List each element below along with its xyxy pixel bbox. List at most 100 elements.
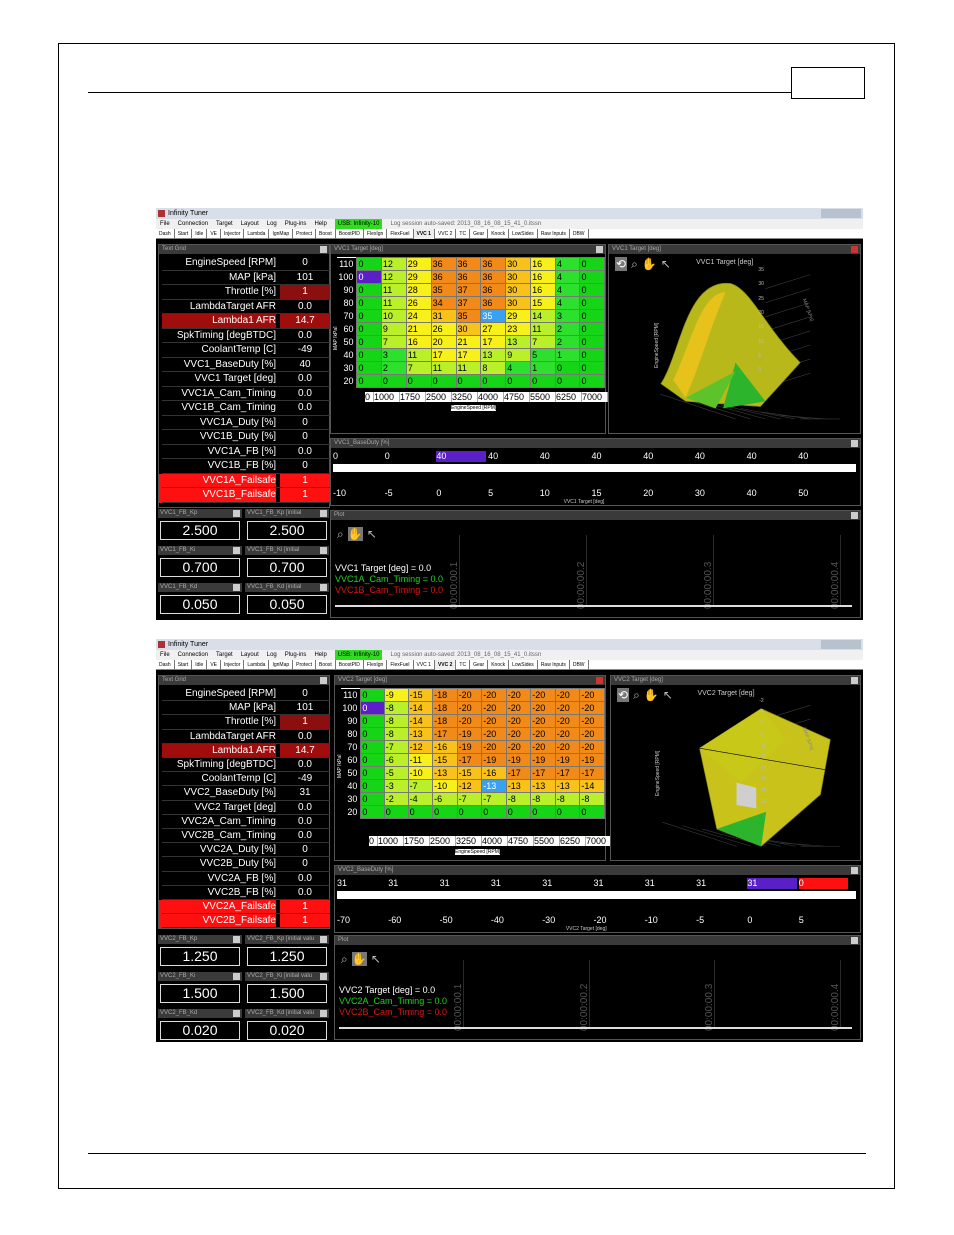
zoom-icon[interactable]: ⌕ (631, 257, 638, 271)
table-cell[interactable]: 0 (555, 361, 581, 375)
tab-lowsides[interactable]: LowSides (509, 229, 538, 239)
table-cell[interactable]: 12 (380, 257, 407, 271)
menu-log[interactable]: Log (266, 221, 277, 227)
tab-lowsides[interactable]: LowSides (509, 660, 538, 670)
table-cell[interactable]: -20 (554, 701, 581, 715)
table-cell[interactable]: 28 (405, 283, 432, 297)
table-cell[interactable]: 37 (455, 283, 482, 297)
table-cell[interactable]: 0 (380, 374, 407, 388)
table-cell[interactable]: 35 (480, 309, 507, 323)
table-cell[interactable]: 0 (530, 374, 557, 388)
menu-file[interactable]: File (160, 221, 170, 227)
table-cell[interactable]: -6 (383, 753, 409, 767)
table-cell[interactable]: -20 (579, 688, 605, 702)
close-icon[interactable] (233, 973, 240, 980)
duty-cell[interactable]: 40 (591, 451, 602, 461)
close-icon[interactable] (233, 936, 240, 943)
tab-vvc-1[interactable]: VVC 1 (413, 229, 435, 239)
table-cell[interactable]: 0 (480, 374, 507, 388)
rotate-icon[interactable]: ⟲ (617, 688, 630, 702)
table-cell[interactable]: -20 (579, 701, 605, 715)
table-cell[interactable]: 0 (505, 374, 532, 388)
table-cell[interactable]: 0 (455, 374, 482, 388)
tab-protect[interactable]: Protect (293, 660, 316, 670)
gain-value-field[interactable]: 1.250 (247, 947, 327, 966)
tab-knock[interactable]: Knock (488, 660, 510, 670)
table-cell[interactable]: 36 (430, 257, 457, 271)
table-cell[interactable]: 35 (455, 309, 482, 323)
table-cell[interactable]: 0 (356, 257, 382, 271)
pan-hand-icon[interactable]: ✋ (347, 527, 363, 541)
table-cell[interactable]: 24 (405, 309, 432, 323)
table-cell[interactable]: -13 (432, 766, 458, 780)
gain-value-field[interactable]: 2.500 (160, 521, 240, 540)
table-cell[interactable]: 14 (530, 309, 557, 323)
table-cell[interactable]: -20 (505, 701, 532, 715)
close-icon[interactable] (320, 246, 327, 253)
duty-cell[interactable]: 31 (439, 878, 450, 888)
pointer-icon[interactable]: ↖ (662, 688, 673, 702)
table-cell[interactable]: 30 (505, 296, 532, 310)
table-cell[interactable]: 36 (480, 283, 507, 297)
table-cell[interactable]: -20 (554, 740, 581, 754)
table-cell[interactable]: -13 (554, 779, 581, 793)
tab-injector[interactable]: Injector (221, 660, 245, 670)
table-cell[interactable]: 1 (555, 348, 581, 362)
menu-target[interactable]: Target (216, 221, 233, 227)
table-cell[interactable]: 36 (455, 270, 482, 284)
zoom-icon[interactable]: ⌕ (341, 952, 348, 966)
table-cell[interactable]: 36 (480, 270, 507, 284)
table-cell[interactable]: 30 (455, 322, 482, 336)
table-cell[interactable]: -20 (579, 714, 605, 728)
table-cell[interactable]: 0 (356, 335, 382, 349)
table-cell[interactable]: 20 (430, 335, 457, 349)
table-cell[interactable]: -17 (456, 753, 483, 767)
table-cell[interactable]: 30 (505, 270, 532, 284)
window-controls[interactable] (821, 209, 861, 218)
table-cell[interactable]: 0 (405, 374, 432, 388)
table-cell[interactable]: -2 (383, 792, 409, 806)
table-cell[interactable]: -7 (481, 792, 507, 806)
table-cell[interactable]: -19 (481, 753, 507, 767)
table-cell[interactable]: -20 (505, 688, 532, 702)
table-cell[interactable]: 0 (430, 374, 457, 388)
duty-cell[interactable]: 0 (798, 878, 848, 889)
table-cell[interactable]: -13 (407, 727, 434, 741)
table-cell[interactable]: -19 (530, 753, 556, 767)
table-cell[interactable]: 0 (360, 753, 385, 767)
zoom-icon[interactable]: ⌕ (633, 688, 640, 702)
tab-dbw[interactable]: DBW (570, 229, 589, 239)
table-cell[interactable]: 0 (432, 805, 458, 819)
tab-knock[interactable]: Knock (488, 229, 510, 239)
table-cell[interactable]: -18 (432, 714, 458, 728)
table-cell[interactable]: -17 (505, 766, 532, 780)
table-cell[interactable]: 4 (505, 361, 532, 375)
table-cell[interactable]: 2 (380, 361, 407, 375)
table-cell[interactable]: -14 (579, 779, 605, 793)
table-cell[interactable]: 17 (455, 348, 482, 362)
table-cell[interactable]: 9 (380, 322, 407, 336)
surface-3d-plot[interactable] (611, 257, 860, 433)
table-cell[interactable]: 7 (405, 361, 432, 375)
tab-boost[interactable]: Boost (316, 660, 336, 670)
close-icon[interactable] (851, 440, 858, 447)
table-cell[interactable]: 1 (530, 361, 557, 375)
close-icon[interactable] (851, 677, 858, 684)
table-cell[interactable]: 0 (579, 361, 605, 375)
table-cell[interactable]: 11 (430, 361, 457, 375)
duty-scrollbar[interactable] (333, 464, 856, 472)
table-cell[interactable]: -20 (579, 740, 605, 754)
table-cell[interactable]: -7 (407, 779, 434, 793)
duty-cell[interactable]: 40 (746, 451, 757, 461)
table-cell[interactable]: 0 (579, 805, 605, 819)
tab-lambda[interactable]: Lambda (244, 660, 270, 670)
close-icon[interactable] (320, 936, 327, 943)
table-cell[interactable]: 11 (530, 322, 557, 336)
table-cell[interactable]: 0 (360, 701, 385, 715)
table-cell[interactable]: 0 (579, 283, 605, 297)
table-cell[interactable]: 37 (455, 296, 482, 310)
tab-dash[interactable]: Dash (156, 660, 175, 670)
gain-value-field[interactable]: 0.020 (247, 1021, 327, 1040)
table-cell[interactable]: -8 (383, 727, 409, 741)
menu-layout[interactable]: Layout (240, 652, 259, 658)
